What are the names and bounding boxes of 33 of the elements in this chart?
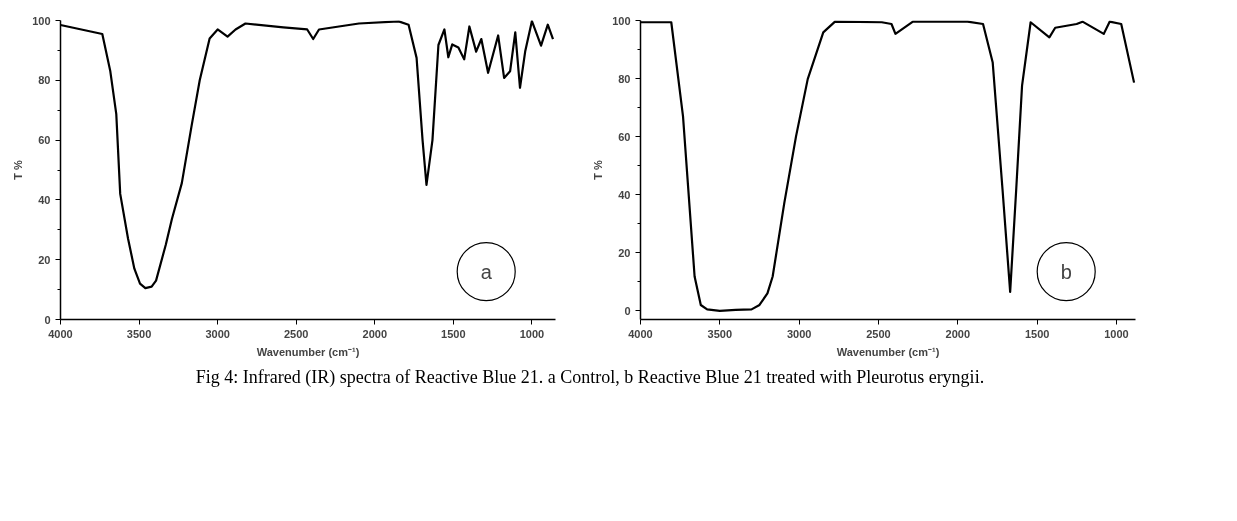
x-tick-label: 3500 xyxy=(707,327,733,340)
x-tick-label: 2500 xyxy=(866,327,891,340)
x-axis-title: Wavenumber (cm⁻¹) xyxy=(836,345,940,358)
y-tick-label: 100 xyxy=(32,14,51,27)
y-tick-label: 60 xyxy=(38,134,51,147)
x-axis-title: Wavenumber (cm⁻¹) xyxy=(256,345,360,358)
y-axis-title: T % xyxy=(12,160,25,180)
x-tick-label: 1500 xyxy=(1024,327,1050,340)
x-tick-label: 3500 xyxy=(126,327,152,340)
y-tick-label: 100 xyxy=(612,14,631,27)
x-tick-label: 1000 xyxy=(1104,327,1129,340)
x-tick-label: 3000 xyxy=(786,327,812,340)
x-tick-label: 1000 xyxy=(519,327,545,340)
annotation: a xyxy=(480,260,493,283)
x-tick-label: 3000 xyxy=(205,327,230,340)
caption: Fig 4: Infrared (IR) spectra of Reactive Blue 21. a Control, b Reactive Blue 21 treated with Pleurotus eryngii. xyxy=(195,366,985,389)
x-tick-label: 1500 xyxy=(441,327,466,340)
y-tick-label: 20 xyxy=(618,246,631,259)
y-tick-label: 0 xyxy=(624,304,631,317)
annotation: b xyxy=(1060,260,1072,283)
y-tick-label: 20 xyxy=(38,253,51,266)
y-tick-label: 40 xyxy=(38,193,51,206)
x-tick-label: 4000 xyxy=(628,327,653,340)
y-tick-label: 80 xyxy=(38,74,51,87)
y-axis-title: T % xyxy=(592,160,605,180)
x-tick-label: 4000 xyxy=(48,327,73,340)
y-tick-label: 0 xyxy=(44,313,51,326)
x-tick-label: 2500 xyxy=(283,327,309,340)
x-tick-label: 2000 xyxy=(945,327,971,340)
y-tick-label: 80 xyxy=(618,72,631,85)
y-tick-label: 40 xyxy=(618,188,631,201)
y-tick-label: 60 xyxy=(618,130,631,143)
x-tick-label: 2000 xyxy=(362,327,388,340)
